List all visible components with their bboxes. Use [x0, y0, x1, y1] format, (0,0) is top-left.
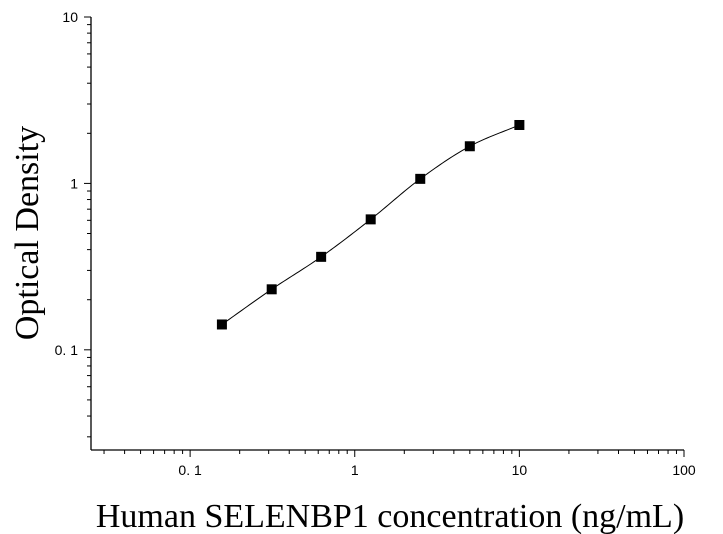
x-axis-title: Human SELENBP1 concentration (ng/mL) [96, 498, 684, 534]
x-tick-label: 10 [512, 462, 528, 478]
data-point [365, 214, 376, 225]
data-point [266, 284, 277, 295]
data-point [464, 141, 475, 152]
data-point [316, 251, 327, 262]
axes [90, 17, 684, 451]
x-tick-label: 1 [351, 462, 359, 478]
x-tick-label: 0. 1 [178, 462, 202, 478]
y-axis-ticks: 0. 1 1 10 [55, 9, 91, 438]
y-tick-label: 0. 1 [55, 342, 79, 358]
fit-curve [221, 124, 520, 325]
data-points [216, 119, 525, 330]
y-tick-label: 1 [70, 175, 78, 191]
y-tick-label: 10 [62, 9, 78, 25]
data-point [514, 119, 525, 130]
y-axis-title: Optical Density [9, 126, 46, 340]
data-point [216, 319, 227, 330]
x-axis-ticks: 0. 1 1 10 100 [103, 450, 696, 478]
data-point [415, 173, 426, 184]
x-tick-label: 100 [672, 462, 696, 478]
